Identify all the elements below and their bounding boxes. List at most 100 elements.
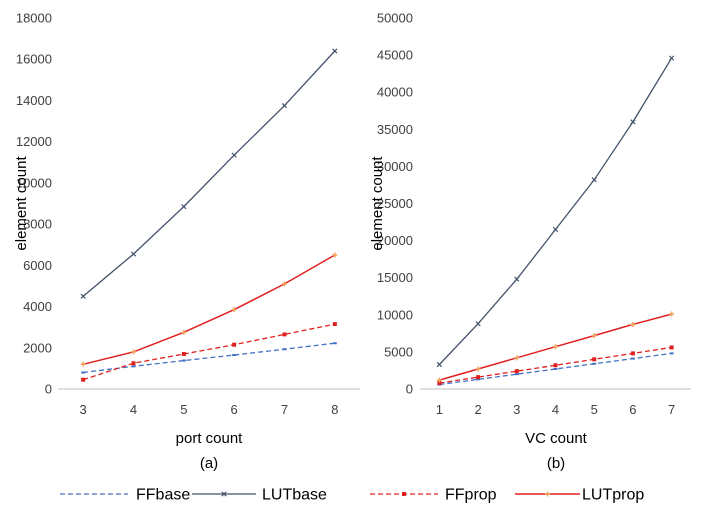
data-point <box>332 252 338 258</box>
series-line <box>83 254 336 366</box>
data-point <box>81 377 86 382</box>
y-tick-label: 8000 <box>23 217 52 232</box>
data-point <box>281 102 288 109</box>
x-tick-label: 3 <box>513 402 520 417</box>
x-axis-title: VC count <box>525 430 588 447</box>
legend-marker <box>402 492 406 496</box>
legend: FFbase LUTbase FFprop LUTprop <box>60 487 644 504</box>
data-point <box>476 375 481 380</box>
data-point <box>80 361 86 367</box>
series-FFbase <box>81 342 337 374</box>
series-line <box>82 50 336 297</box>
y-tick-label: 20000 <box>377 233 413 248</box>
data-point <box>131 349 136 355</box>
series-LUTbase <box>80 48 338 299</box>
data-point <box>514 369 519 374</box>
y-tick-label: 16000 <box>16 52 52 67</box>
legend-marker <box>545 491 550 497</box>
x-tick-label: 4 <box>552 402 559 417</box>
data-point <box>630 119 636 125</box>
legend-label: LUTbase <box>262 487 327 504</box>
y-tick-label: 50000 <box>377 11 413 26</box>
y-tick-label: 40000 <box>377 85 413 100</box>
legend-item-LUTprop: LUTprop <box>515 487 644 504</box>
x-axis-title: port count <box>176 430 244 447</box>
x-tick-label: 1 <box>436 402 443 417</box>
series-LUTprop <box>80 252 338 367</box>
data-point <box>437 381 442 386</box>
data-point <box>669 345 674 350</box>
legend-label: LUTprop <box>582 487 644 504</box>
y-axis-title: element count <box>13 156 30 251</box>
legend-label: FFbase <box>136 487 190 504</box>
subcaption: (a) <box>200 455 218 472</box>
y-tick-label: 25000 <box>377 196 413 211</box>
y-tick-label: 10000 <box>377 307 413 322</box>
data-point <box>131 361 136 366</box>
data-point <box>591 333 597 339</box>
x-tick-label: 5 <box>180 402 187 417</box>
data-point <box>130 251 137 257</box>
y-tick-label: 12000 <box>16 134 52 149</box>
y-tick-label: 45000 <box>377 48 413 63</box>
y-tick-label: 2000 <box>23 340 52 355</box>
y-tick-label: 0 <box>406 382 413 397</box>
series-line <box>83 342 335 374</box>
series-FFprop <box>437 345 674 386</box>
x-tick-label: 7 <box>668 402 675 417</box>
data-point <box>181 203 187 210</box>
x-tick-label: 2 <box>474 402 481 417</box>
y-tick-label: 18000 <box>16 11 52 26</box>
legend-marker <box>221 491 227 497</box>
data-point <box>475 366 481 372</box>
data-point <box>475 321 481 327</box>
legend-item-FFbase: FFbase <box>60 487 190 504</box>
legend-item-LUTbase: LUTbase <box>192 487 327 504</box>
y-axis-title: element count <box>369 156 386 251</box>
data-point <box>591 177 597 183</box>
data-point <box>669 55 675 61</box>
y-tick-label: 30000 <box>377 159 413 174</box>
data-point <box>231 152 237 158</box>
legend-label: FFprop <box>445 487 497 504</box>
y-tick-label: 4000 <box>23 299 52 314</box>
y-tick-label: 10000 <box>16 175 52 190</box>
y-tick-label: 5000 <box>384 344 413 359</box>
series-line <box>82 323 335 381</box>
data-point <box>282 281 287 287</box>
data-point <box>553 363 558 368</box>
series-line <box>438 57 673 365</box>
x-tick-label: 8 <box>331 402 338 417</box>
data-point <box>669 311 675 317</box>
data-point <box>232 342 237 347</box>
data-point <box>630 351 635 356</box>
data-point <box>552 226 559 233</box>
data-point <box>514 355 520 361</box>
x-tick-label: 4 <box>130 402 137 417</box>
data-point <box>231 307 237 313</box>
data-point <box>332 322 337 327</box>
data-point <box>630 321 636 327</box>
data-point <box>181 351 186 356</box>
data-point <box>332 48 338 54</box>
x-tick-label: 6 <box>629 402 636 417</box>
y-tick-label: 6000 <box>23 258 52 273</box>
series-LUTprop <box>436 311 675 383</box>
data-point <box>436 361 442 368</box>
data-point <box>514 276 520 282</box>
x-tick-label: 6 <box>231 402 238 417</box>
data-point <box>282 332 287 337</box>
data-point <box>436 377 442 383</box>
x-tick-label: 5 <box>591 402 598 417</box>
subcaption: (b) <box>547 455 565 472</box>
data-point <box>592 357 597 362</box>
data-point <box>553 344 558 350</box>
series-FFprop <box>81 322 337 382</box>
legend-item-FFprop: FFprop <box>370 487 497 504</box>
series-FFbase <box>437 352 674 386</box>
x-tick-label: 7 <box>281 402 288 417</box>
data-point <box>181 329 187 335</box>
data-point <box>80 293 86 299</box>
